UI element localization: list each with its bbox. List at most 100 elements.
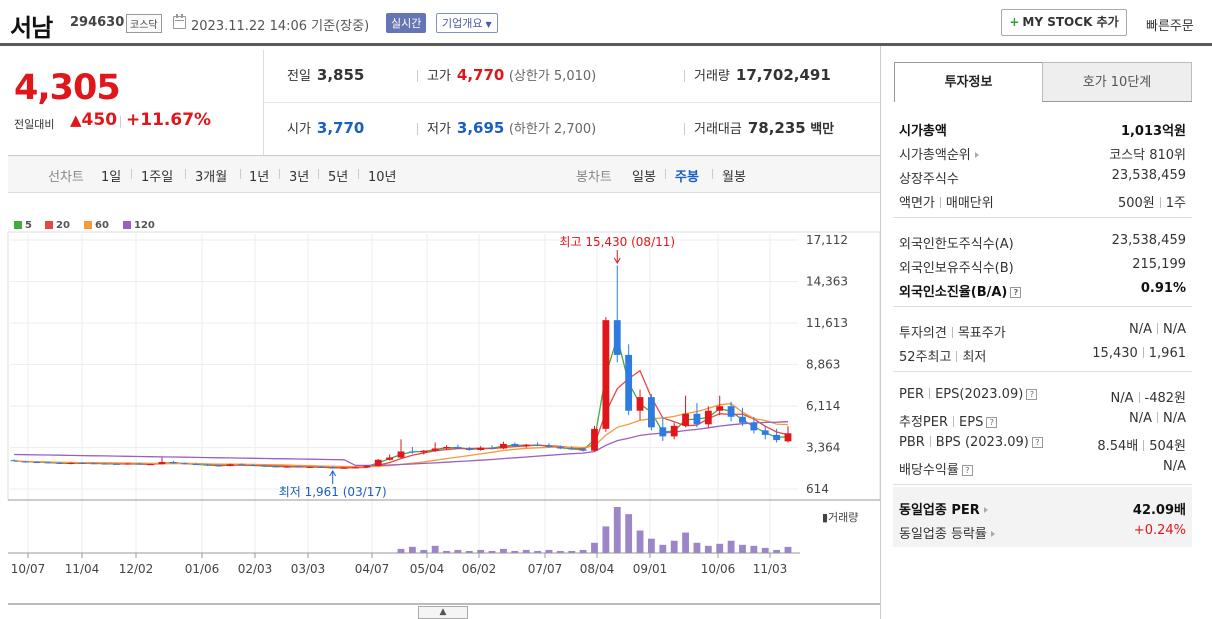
candle-body bbox=[465, 448, 473, 450]
upper-limit: (상한가 5,010) bbox=[508, 69, 597, 84]
candle-body bbox=[78, 462, 86, 464]
divider bbox=[358, 169, 359, 179]
row-value: 15,430 1,961 bbox=[1092, 346, 1186, 361]
candle-body bbox=[704, 410, 712, 425]
row-value: 8.54배 504원 bbox=[1097, 435, 1186, 454]
row-label-2: EPS(2023.09) bbox=[935, 387, 1024, 402]
candle-body bbox=[260, 465, 268, 467]
high-price: 고가 4,770 (상한가 5,010) bbox=[427, 65, 596, 84]
candle-body bbox=[739, 416, 746, 423]
x-tick-label: 04/07 bbox=[355, 562, 390, 576]
x-tick-label: 06/02 bbox=[462, 562, 497, 576]
candle-body bbox=[636, 397, 644, 411]
divider bbox=[120, 116, 121, 128]
volume-bar bbox=[716, 543, 724, 553]
row-value-2: 1주 bbox=[1165, 196, 1186, 211]
calendar-icon bbox=[173, 14, 186, 29]
candle-body bbox=[761, 430, 769, 435]
legend-swatch bbox=[84, 221, 92, 229]
divider bbox=[893, 306, 1192, 307]
volume-bar bbox=[397, 548, 405, 553]
candle-body bbox=[545, 445, 553, 447]
help-icon[interactable]: ? bbox=[986, 417, 998, 428]
low-annotation: 최저 1,961 (03/17) bbox=[279, 485, 387, 499]
up-triangle-icon: ▲ bbox=[70, 111, 82, 129]
tab-investment-info[interactable]: 투자정보 bbox=[894, 62, 1043, 102]
market-badge: 코스닥 bbox=[126, 14, 162, 33]
tab-3m[interactable]: 3개월 bbox=[195, 170, 228, 185]
candle-body bbox=[682, 413, 689, 426]
arrow-right-icon bbox=[983, 507, 988, 513]
candle-body bbox=[420, 450, 428, 453]
y-tick-label: 614 bbox=[806, 482, 829, 496]
arrow-right-icon bbox=[990, 531, 995, 537]
candle-body bbox=[192, 464, 200, 466]
tab-daily[interactable]: 일봉 bbox=[632, 170, 656, 185]
row-label: PBR BPS (2023.09)? bbox=[899, 435, 1043, 450]
tab-1w[interactable]: 1주일 bbox=[141, 170, 174, 185]
help-icon[interactable]: ? bbox=[1031, 437, 1043, 448]
volume-bar bbox=[534, 550, 542, 553]
row-label: 외국인소진율(B/A)? bbox=[899, 281, 1022, 300]
x-tick-label: 10/07 bbox=[11, 562, 46, 576]
legend-ma60: 60 bbox=[84, 220, 109, 231]
candle-body bbox=[727, 406, 735, 417]
plus-icon: + bbox=[1009, 15, 1020, 29]
volume-bar bbox=[647, 538, 655, 553]
candle-body bbox=[101, 463, 109, 465]
tab-5y[interactable]: 5년 bbox=[328, 170, 349, 185]
legend-label: 20 bbox=[56, 220, 70, 231]
tab-monthly[interactable]: 월봉 bbox=[722, 170, 746, 185]
candle-body bbox=[204, 464, 211, 466]
change-amount: 450 bbox=[81, 110, 118, 130]
tab-1y[interactable]: 1년 bbox=[249, 170, 270, 185]
volume-bar bbox=[591, 542, 598, 553]
row-value: 23,538,459 bbox=[1111, 168, 1186, 183]
y-tick-label: 11,613 bbox=[806, 316, 848, 330]
change-value: ▲450 bbox=[70, 110, 117, 130]
row-label-2: 목표주가 bbox=[957, 326, 1006, 341]
candle-body bbox=[568, 448, 576, 450]
volume-label: ▮거래량 bbox=[822, 511, 858, 524]
current-price: 4,305 bbox=[14, 68, 121, 108]
collapse-chart-button[interactable]: ▲ bbox=[418, 606, 468, 619]
tab-weekly[interactable]: 주봉 bbox=[675, 170, 699, 185]
divider bbox=[264, 102, 880, 103]
row-label: 외국인한도주식수(A) bbox=[899, 237, 1014, 252]
tab-10y[interactable]: 10년 bbox=[368, 170, 397, 185]
add-mystock-button[interactable]: + MY STOCK 추가 bbox=[1001, 9, 1127, 36]
help-icon[interactable]: ? bbox=[1010, 287, 1022, 298]
candle-body bbox=[249, 465, 257, 467]
row-label-2: EPS bbox=[959, 415, 984, 430]
amount-unit: 백만 bbox=[810, 122, 835, 137]
row-label: 외국인보유주식수(B) bbox=[899, 261, 1014, 276]
volume-bar bbox=[613, 507, 621, 553]
y-tick-label: 14,363 bbox=[806, 274, 848, 288]
candle-body bbox=[488, 447, 496, 449]
add-mystock-label: MY STOCK 추가 bbox=[1022, 15, 1119, 29]
candle-body bbox=[67, 462, 75, 464]
realtime-button[interactable]: 실시간 bbox=[386, 13, 427, 33]
tab-3y[interactable]: 3년 bbox=[289, 170, 310, 185]
help-icon[interactable]: ? bbox=[1026, 389, 1038, 400]
row-label-1: 추정PER bbox=[899, 415, 949, 430]
row-label: 동일업종 PER bbox=[899, 499, 988, 518]
candle-body bbox=[33, 462, 41, 464]
volume-label: 거래량 bbox=[694, 69, 730, 84]
row-value-1: N/A bbox=[1110, 391, 1134, 406]
price-summary: 4,305 전일대비 ▲450 +11.67% 전일 3,855 고가 4,770 … bbox=[8, 50, 880, 156]
row-value: N/A N/A bbox=[1129, 322, 1186, 337]
candle-body bbox=[124, 463, 132, 465]
tab-orderbook[interactable]: 호가 10단계 bbox=[1042, 62, 1192, 102]
volume-bar bbox=[556, 550, 564, 553]
row-label: 배당수익률? bbox=[899, 459, 973, 478]
quick-order-link[interactable]: 빠른주문 bbox=[1146, 19, 1194, 34]
caret-down-icon: ▼ bbox=[485, 20, 492, 29]
tab-1d[interactable]: 1일 bbox=[101, 170, 122, 185]
help-icon[interactable]: ? bbox=[961, 465, 973, 476]
volume-bar bbox=[682, 532, 689, 553]
row-label-1: 투자의견 bbox=[899, 326, 947, 341]
company-overview-dropdown[interactable]: 기업개요 ▼ bbox=[436, 13, 498, 33]
price-chart[interactable]: 17,112 14,363 11,613 8,863 6,114 3,364 614 10/0… bbox=[0, 0, 880, 605]
divider bbox=[131, 169, 132, 179]
